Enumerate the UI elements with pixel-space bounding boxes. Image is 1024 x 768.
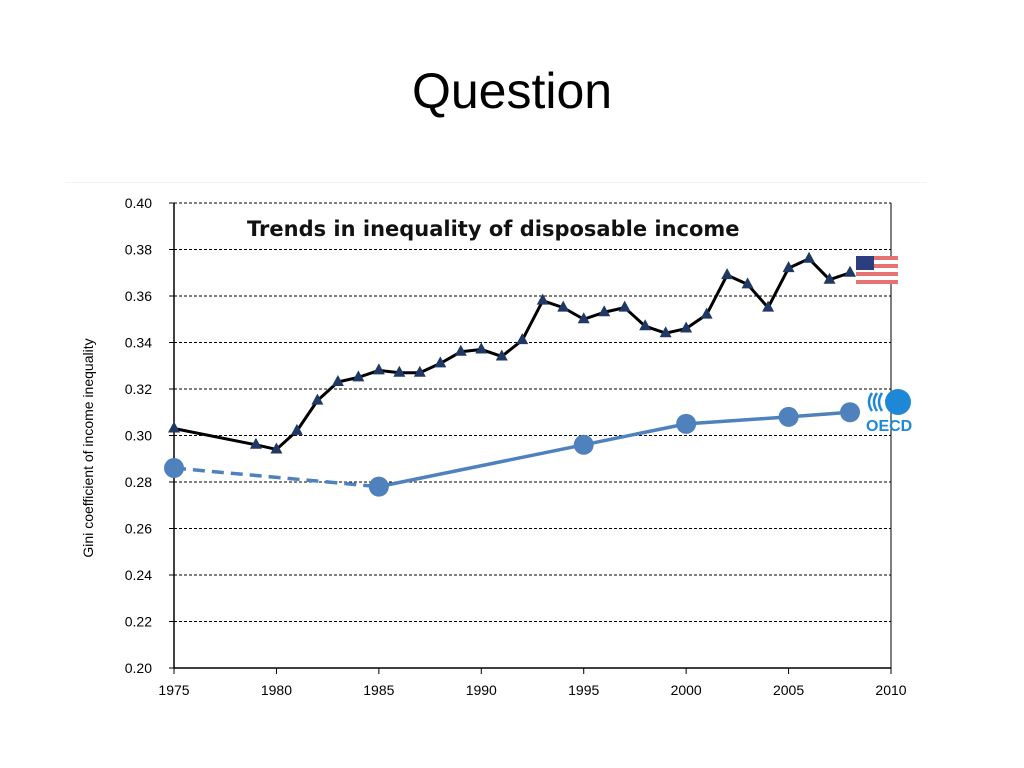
data-point-triangle <box>680 321 693 333</box>
y-tick-label: 0.22 <box>125 614 152 630</box>
data-point-triangle <box>557 300 570 312</box>
data-point-triangle <box>700 307 713 319</box>
x-tick-label: 1980 <box>261 682 292 698</box>
y-tick-label: 0.28 <box>125 474 152 490</box>
data-point-triangle <box>168 421 180 433</box>
y-tick-label: 0.32 <box>125 381 152 397</box>
data-point-circle <box>368 476 389 497</box>
data-point-triangle <box>393 365 406 377</box>
x-tick-label: 2000 <box>671 682 702 698</box>
y-tick-label: 0.38 <box>125 242 152 258</box>
series <box>164 251 861 497</box>
series-segment <box>378 443 585 489</box>
data-point-triangle <box>598 305 611 317</box>
chart-title: Trends in inequality of disposable incom… <box>247 217 740 241</box>
data-point-triangle <box>352 370 365 382</box>
data-point-circle <box>573 434 594 455</box>
data-point-circle <box>676 413 697 434</box>
data-point-triangle <box>290 423 303 435</box>
data-point-triangle <box>844 265 857 277</box>
x-tick-label: 2005 <box>773 682 804 698</box>
axes <box>169 202 892 674</box>
data-point-circle <box>164 458 184 479</box>
series-segment <box>173 466 380 489</box>
x-tick-label: 1985 <box>363 682 394 698</box>
data-point-triangle <box>618 300 631 312</box>
x-tick-labels: 1975 1980 1985 1990 1995 2000 2005 2010 <box>158 682 906 698</box>
data-point-circle <box>778 406 799 427</box>
data-point-triangle <box>536 293 549 305</box>
data-point-triangle <box>311 393 324 405</box>
y-tick-label: 0.30 <box>125 428 152 444</box>
data-point-triangle <box>454 344 467 356</box>
data-point-triangle <box>372 363 385 375</box>
y-tick-label: 0.40 <box>125 195 152 211</box>
y-tick-labels: 0.20 0.22 0.24 0.26 0.28 0.30 0.32 0.34 0.36 0.38… <box>125 195 152 676</box>
x-tick-label: 2010 <box>875 682 906 698</box>
x-tick-label: 1995 <box>568 682 599 698</box>
oecd-logo-icon: OECD <box>866 389 912 435</box>
oecd-logo-text: OECD <box>866 418 912 435</box>
slide-title: Question <box>411 63 613 119</box>
series-segment <box>583 422 687 447</box>
data-point-triangle <box>516 333 529 345</box>
data-point-triangle <box>782 261 795 273</box>
data-point-circle <box>840 402 861 423</box>
series-segment <box>788 410 851 419</box>
data-point-triangle <box>639 319 652 331</box>
chart-container: 0.20 0.22 0.24 0.26 0.28 0.30 0.32 0.34 0.36 0.38… <box>66 182 926 713</box>
data-point-triangle <box>721 268 734 280</box>
us-flag-icon <box>856 256 898 284</box>
series-segment <box>686 415 789 426</box>
x-tick-label: 1975 <box>158 682 189 698</box>
data-point-triangle <box>270 442 283 454</box>
y-tick-label: 0.36 <box>125 288 152 304</box>
gridlines <box>174 202 891 622</box>
y-axis-label: Gini coefficient of income inequality <box>80 338 96 557</box>
y-tick-label: 0.26 <box>125 521 152 537</box>
data-point-triangle <box>823 272 836 284</box>
data-point-triangle <box>495 349 508 361</box>
data-point-triangle <box>741 277 754 289</box>
y-tick-label: 0.20 <box>125 660 152 676</box>
data-point-triangle <box>331 375 344 387</box>
data-point-triangle <box>413 365 426 377</box>
data-point-triangle <box>475 342 488 354</box>
y-tick-label: 0.24 <box>125 567 152 583</box>
data-point-triangle <box>249 437 262 449</box>
data-point-triangle <box>762 300 775 312</box>
line-chart: 0.20 0.22 0.24 0.26 0.28 0.30 0.32 0.34 0.36 0.38… <box>80 195 912 698</box>
data-point-triangle <box>659 326 672 338</box>
data-point-triangle <box>577 312 590 324</box>
data-point-triangle <box>434 356 447 368</box>
x-tick-label: 1990 <box>466 682 497 698</box>
data-point-triangle <box>803 251 816 263</box>
y-tick-label: 0.34 <box>125 335 152 351</box>
